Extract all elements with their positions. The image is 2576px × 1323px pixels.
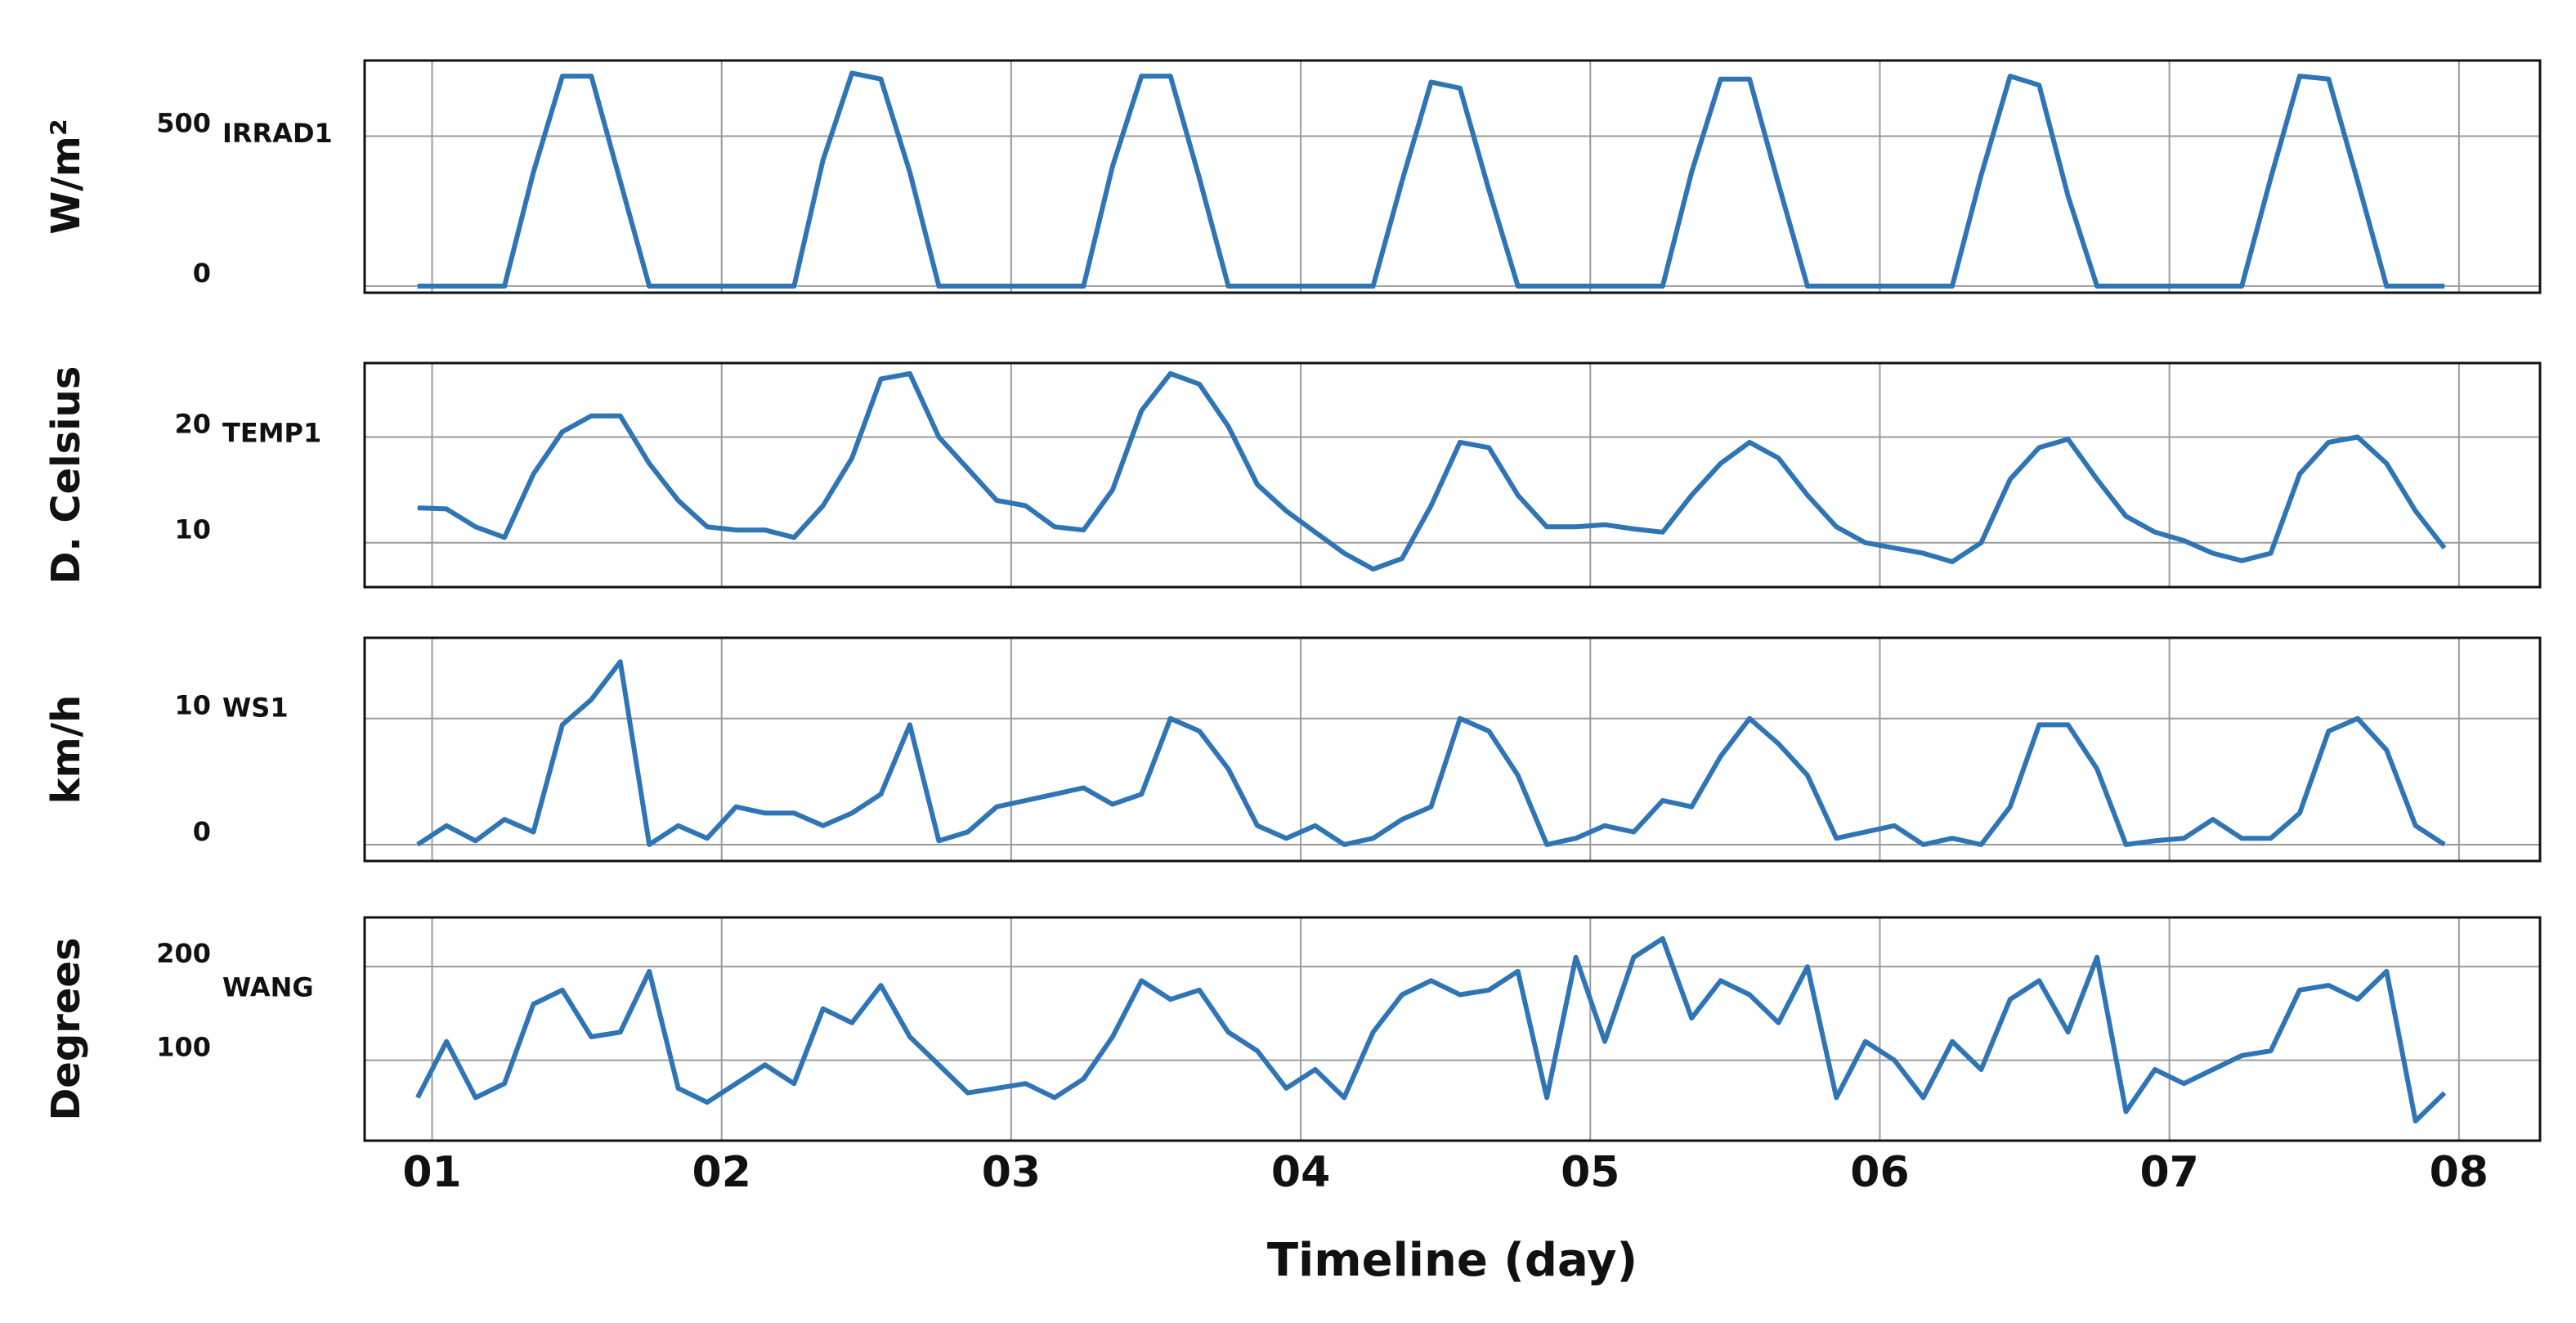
y-axis-label: W/m²	[43, 119, 89, 235]
x-tick-label: 06	[1850, 1148, 1909, 1197]
plot-frame	[363, 59, 2542, 294]
y-axis-label: D. Celsius	[43, 366, 89, 585]
data-line	[415, 935, 2447, 1123]
plot-frame	[363, 636, 2542, 863]
y-tick-label: 500	[156, 107, 211, 138]
data-line	[416, 659, 2446, 847]
series-label: WANG	[222, 971, 314, 1002]
x-tick-label: 05	[1561, 1148, 1620, 1197]
x-tick-label: 04	[1271, 1148, 1330, 1197]
y-tick-label: 10	[174, 690, 211, 721]
data-line	[417, 70, 2445, 289]
x-axis-label: Timeline (day)	[1267, 1234, 1637, 1287]
y-tick-label: 10	[174, 514, 211, 545]
x-tick-label: 03	[982, 1148, 1041, 1197]
data-line	[417, 370, 2447, 572]
y-axis-label: km/h	[43, 695, 89, 805]
x-tick-label: 01	[402, 1148, 461, 1197]
y-tick-label: 100	[156, 1032, 211, 1063]
plot-frame	[363, 916, 2542, 1142]
x-tick-label: 08	[2430, 1148, 2489, 1197]
plot-frame	[363, 361, 2542, 589]
y-tick-label: 20	[174, 408, 211, 439]
x-tick-label: 02	[692, 1148, 751, 1197]
y-tick-label: 200	[156, 938, 211, 969]
x-tick-label: 07	[2139, 1148, 2198, 1197]
series-label: WS1	[222, 692, 289, 723]
series-label: IRRAD1	[222, 118, 333, 149]
y-axis-label: Degrees	[43, 937, 89, 1120]
series-label: TEMP1	[222, 418, 321, 449]
y-tick-label: 0	[193, 816, 211, 847]
y-tick-label: 0	[193, 258, 211, 289]
